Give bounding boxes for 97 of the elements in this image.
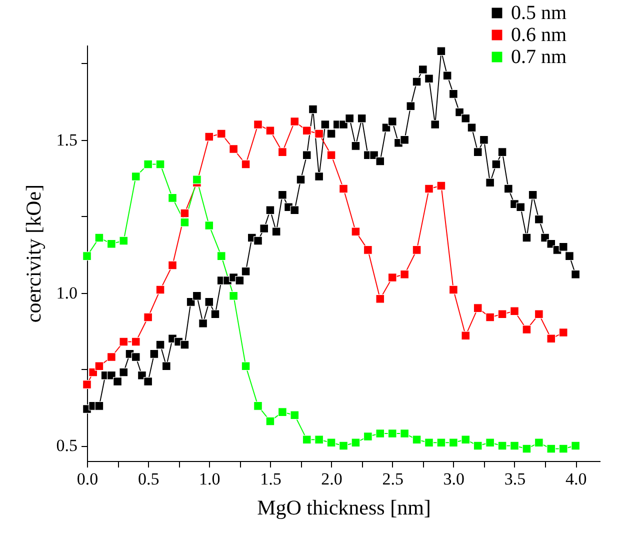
point xyxy=(106,352,116,362)
point xyxy=(351,227,360,236)
point xyxy=(448,285,458,294)
point xyxy=(363,432,372,442)
point xyxy=(278,408,287,417)
point xyxy=(216,129,226,138)
point xyxy=(400,428,410,438)
point xyxy=(498,441,507,450)
point xyxy=(131,337,140,346)
point xyxy=(461,435,470,444)
point xyxy=(82,252,92,261)
point xyxy=(168,193,177,202)
point xyxy=(486,312,495,322)
point xyxy=(180,208,190,218)
point xyxy=(448,438,458,448)
point xyxy=(290,410,300,420)
point xyxy=(376,294,385,304)
point xyxy=(534,438,544,448)
point xyxy=(82,380,92,390)
point xyxy=(326,150,336,160)
point xyxy=(229,291,238,300)
point xyxy=(558,444,568,454)
point xyxy=(216,252,226,261)
point xyxy=(498,310,507,319)
x-tick-label: 4.0 xyxy=(565,470,587,488)
point xyxy=(119,337,128,346)
point xyxy=(119,236,128,246)
point xyxy=(436,181,446,190)
legend-label: 0.6 nm xyxy=(511,24,567,46)
point xyxy=(412,245,422,254)
point xyxy=(144,312,153,322)
point xyxy=(314,129,324,138)
x-tick-label: 2.5 xyxy=(382,470,404,488)
point xyxy=(314,435,324,444)
point xyxy=(94,362,104,371)
point xyxy=(546,334,556,344)
point xyxy=(571,441,580,450)
y-tick-label: 0.5 xyxy=(56,436,78,456)
point xyxy=(534,310,544,319)
point xyxy=(229,144,238,154)
point xyxy=(339,441,348,450)
point xyxy=(278,148,287,157)
point xyxy=(522,324,532,334)
point xyxy=(290,116,300,126)
point xyxy=(302,126,312,136)
point xyxy=(168,260,177,270)
point xyxy=(473,441,482,450)
point xyxy=(204,220,214,230)
point xyxy=(192,175,202,184)
x-tick-label: 0.5 xyxy=(138,470,160,488)
point xyxy=(558,328,568,338)
point xyxy=(131,172,140,182)
point xyxy=(461,331,470,340)
point xyxy=(266,126,275,136)
x-tick-label: 2.0 xyxy=(321,470,342,488)
point xyxy=(424,438,434,448)
point xyxy=(254,401,262,410)
point xyxy=(156,160,165,169)
legend-label: 0.5 nm xyxy=(511,2,567,24)
point xyxy=(376,428,385,438)
point xyxy=(363,245,372,254)
point xyxy=(156,285,165,294)
point xyxy=(510,306,519,316)
point xyxy=(388,272,397,282)
point xyxy=(486,438,495,448)
x-tick-label: 0.0 xyxy=(76,470,98,488)
y-tick-label: 1.0 xyxy=(56,283,78,302)
x-tick-label: 1.5 xyxy=(260,470,282,488)
point xyxy=(388,428,397,438)
point xyxy=(204,132,214,142)
point xyxy=(412,435,422,444)
point xyxy=(302,435,312,444)
point xyxy=(94,233,104,242)
point xyxy=(510,441,519,450)
point xyxy=(241,362,250,371)
point xyxy=(546,444,556,454)
point xyxy=(106,239,116,248)
y-axis-title: coercivity [kOe] xyxy=(21,184,46,323)
point xyxy=(436,438,446,448)
x-axis-title: MgO thickness [nm] xyxy=(257,496,431,520)
x-tick-label: 1.0 xyxy=(199,470,220,488)
point xyxy=(254,120,262,130)
point xyxy=(424,184,434,194)
point xyxy=(339,184,348,194)
point xyxy=(351,438,360,448)
y-tick-label: 1.5 xyxy=(56,130,78,150)
point xyxy=(266,416,275,426)
point xyxy=(180,218,190,227)
legend-label: 0.7 nm xyxy=(511,46,567,68)
point xyxy=(522,444,532,454)
x-tick-label: 3.0 xyxy=(443,470,465,488)
point xyxy=(241,160,250,169)
point xyxy=(400,270,410,279)
point xyxy=(144,160,153,169)
point xyxy=(473,304,482,313)
x-tick-label: 3.5 xyxy=(504,470,526,488)
point xyxy=(326,438,336,448)
